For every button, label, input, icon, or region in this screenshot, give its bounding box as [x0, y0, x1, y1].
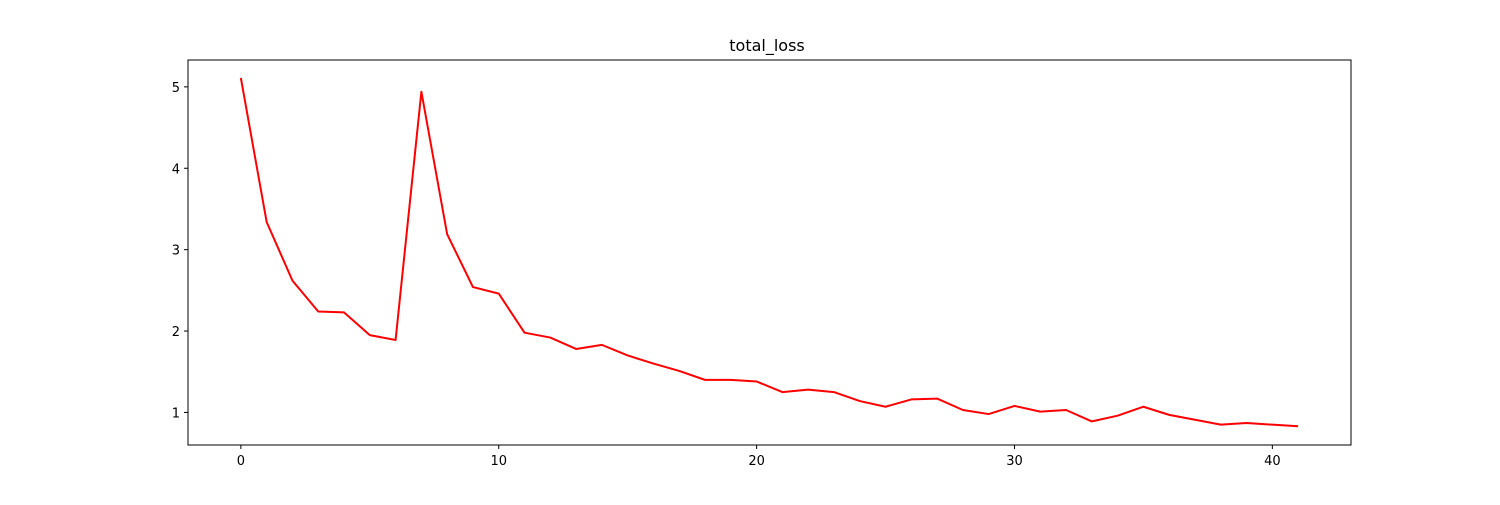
data-point [574, 347, 578, 351]
data-point [961, 408, 965, 412]
x-axis: 0 10 20 30 40 [237, 445, 1281, 469]
data-point [265, 220, 269, 224]
data-point [1012, 404, 1016, 408]
data-point [1245, 421, 1249, 425]
x-tick-label: 0 [237, 454, 245, 469]
y-tick-label: 4 [172, 162, 180, 177]
data-point [626, 353, 630, 357]
x-tick-label: 30 [1006, 454, 1023, 469]
data-point [316, 310, 320, 314]
data-point [884, 405, 888, 409]
data-point [1219, 423, 1223, 427]
data-point [497, 292, 501, 296]
data-point [394, 338, 398, 342]
plot-content [239, 76, 1300, 428]
data-point [755, 380, 759, 384]
data-point [703, 378, 707, 382]
data-point [729, 378, 733, 382]
data-point [651, 362, 655, 366]
series-line-0 [239, 77, 1299, 428]
data-point [1116, 414, 1120, 418]
data-point [1296, 424, 1300, 428]
data-point [1038, 410, 1042, 414]
x-tick-label: 20 [748, 454, 765, 469]
data-point [1193, 418, 1197, 422]
y-tick-label: 2 [172, 325, 180, 340]
data-point [342, 310, 346, 314]
y-tick-label: 5 [172, 81, 180, 96]
x-tick-label: 10 [490, 454, 507, 469]
data-point [1064, 408, 1068, 412]
data-point [935, 397, 939, 401]
data-point [239, 76, 243, 80]
data-point [1167, 413, 1171, 417]
data-point [677, 369, 681, 373]
data-point [1270, 423, 1274, 427]
y-tick-label: 3 [172, 244, 180, 259]
y-axis: 1 2 3 4 5 [172, 81, 188, 421]
data-point [780, 390, 784, 394]
plot-frame [187, 59, 1352, 446]
chart-title: total_loss [729, 36, 805, 56]
data-point [600, 343, 604, 347]
data-point [858, 399, 862, 403]
data-point [806, 388, 810, 392]
data-point [290, 279, 294, 283]
data-point [909, 397, 913, 401]
data-point [548, 336, 552, 340]
data-point [1090, 419, 1094, 423]
data-point [987, 412, 991, 416]
data-point [445, 232, 449, 236]
data-point [471, 285, 475, 289]
data-point [832, 390, 836, 394]
data-point [419, 90, 423, 94]
data-point [368, 333, 372, 337]
data-point [523, 331, 527, 335]
data-point [1141, 405, 1145, 409]
x-tick-label: 40 [1264, 454, 1281, 469]
y-tick-label: 1 [172, 406, 180, 421]
